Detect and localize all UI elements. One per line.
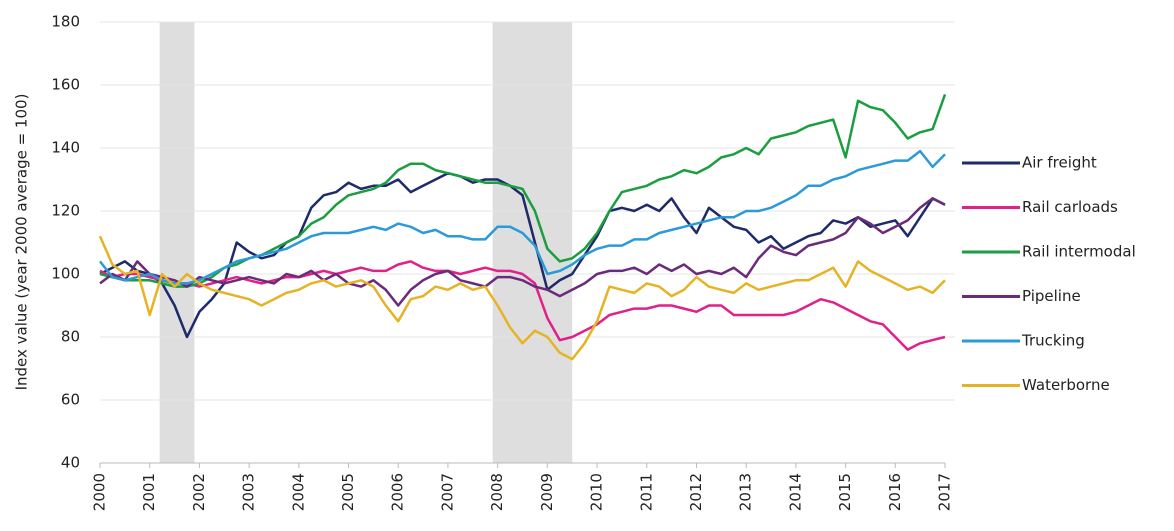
shaded-period bbox=[159, 22, 195, 463]
series-line bbox=[99, 93, 947, 288]
series-line bbox=[99, 197, 946, 307]
x-tick-label: 2001 bbox=[140, 473, 158, 511]
x-tick-label: 2004 bbox=[289, 473, 307, 511]
y-tick-label: 60 bbox=[61, 391, 80, 409]
series-line bbox=[98, 235, 946, 361]
x-tick-label: 2014 bbox=[786, 473, 804, 511]
legend-label: Waterborne bbox=[1022, 376, 1110, 394]
x-tick-label: 2010 bbox=[588, 473, 606, 511]
y-tick-label: 80 bbox=[61, 328, 80, 346]
x-tick-label: 2007 bbox=[438, 473, 456, 511]
x-tick-label: 2005 bbox=[339, 473, 357, 511]
y-tick-label: 180 bbox=[51, 13, 80, 31]
x-tick-label: 2008 bbox=[488, 473, 506, 511]
series-line bbox=[99, 171, 946, 339]
legend-label: Trucking bbox=[1021, 332, 1085, 350]
x-tick-label: 2013 bbox=[737, 473, 755, 511]
y-tick-label: 40 bbox=[61, 454, 80, 472]
y-tick-label: 100 bbox=[51, 265, 80, 283]
x-tick-label: 2003 bbox=[240, 473, 258, 511]
x-tick-label: 2009 bbox=[538, 473, 556, 511]
x-tick-label: 2002 bbox=[190, 473, 208, 511]
series-line bbox=[99, 149, 946, 285]
x-tick-label: 2006 bbox=[389, 473, 407, 511]
y-tick-label: 160 bbox=[51, 76, 80, 94]
legend-label: Pipeline bbox=[1022, 287, 1081, 305]
x-tick-label: 2012 bbox=[687, 473, 705, 511]
y-tick-label: 140 bbox=[51, 139, 80, 157]
legend-label: Rail intermodal bbox=[1022, 243, 1136, 261]
y-tick-label: 120 bbox=[51, 202, 80, 220]
x-tick-label: 2017 bbox=[936, 473, 954, 511]
x-tick-label: 2000 bbox=[91, 473, 109, 511]
x-tick-label: 2011 bbox=[637, 473, 655, 511]
x-tick-label: 2016 bbox=[886, 473, 904, 511]
legend-label: Rail carloads bbox=[1022, 198, 1118, 216]
x-tick-label: 2015 bbox=[836, 473, 854, 511]
legend-label: Air freight bbox=[1022, 154, 1097, 172]
y-axis-label: Index value (year 2000 average = 100) bbox=[13, 94, 31, 391]
